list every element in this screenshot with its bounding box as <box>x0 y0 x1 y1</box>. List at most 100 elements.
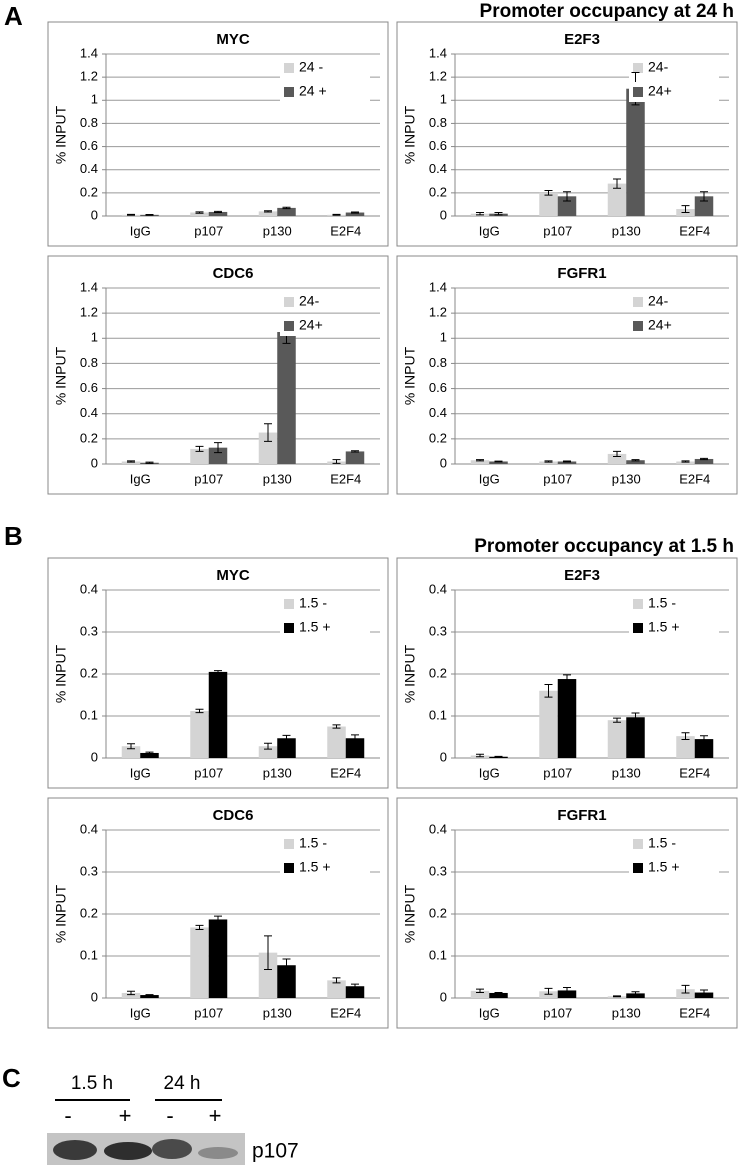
bar <box>676 989 695 998</box>
y-tick-label: 0.6 <box>80 138 98 153</box>
y-tick-label: 1.4 <box>80 279 98 294</box>
error-bar <box>544 987 553 995</box>
bar <box>694 458 714 464</box>
chart-frame <box>47 255 389 495</box>
error-bar <box>562 191 571 202</box>
bar <box>190 212 209 216</box>
error-bar <box>332 459 341 464</box>
lane-label: - <box>166 1103 173 1128</box>
error-bar <box>544 460 553 463</box>
y-tick-label: 0.2 <box>429 184 447 199</box>
lane-label: + <box>119 1103 132 1128</box>
y-tick-label: 0.2 <box>80 184 98 199</box>
x-tick-label: IgG <box>479 223 500 238</box>
y-tick-label: 1.4 <box>429 45 447 60</box>
bar <box>121 746 141 758</box>
error-bar <box>145 213 154 216</box>
bar <box>345 986 365 998</box>
y-tick-label: 0.1 <box>80 947 98 962</box>
chart-title: CDC6 <box>213 265 254 282</box>
error-bar <box>350 983 359 989</box>
x-tick-label: E2F4 <box>679 765 710 780</box>
x-tick-label: p130 <box>612 471 641 486</box>
y-tick-label: 0.3 <box>429 863 447 878</box>
legend-bg <box>280 834 370 854</box>
blot <box>47 1133 245 1165</box>
bar <box>277 207 296 216</box>
panel-label: C <box>2 1063 21 1093</box>
bar <box>676 736 695 758</box>
x-tick-label: p107 <box>543 1005 572 1020</box>
x-tick-label: IgG <box>130 223 151 238</box>
y-tick-label: 0.4 <box>429 161 447 176</box>
legend-swatch <box>633 839 643 849</box>
error-bar <box>562 460 571 463</box>
error-bar <box>195 211 204 214</box>
y-tick-label: 0 <box>440 989 447 1004</box>
legend-bg <box>629 618 719 638</box>
y-tick-label: 0.8 <box>80 115 98 130</box>
bar <box>557 679 577 758</box>
error-bar <box>213 210 222 214</box>
bar <box>539 690 558 758</box>
error-bar <box>332 213 341 216</box>
error-bar <box>476 753 485 758</box>
legend-label: 1.5 + <box>648 859 680 875</box>
error-bar <box>213 915 222 924</box>
error-bar <box>282 734 291 742</box>
error-bar <box>613 717 622 723</box>
blot-group: 1.5 h <box>71 1073 113 1094</box>
error-bar <box>213 670 222 674</box>
bar <box>626 460 645 464</box>
legend-label: 1.5 + <box>648 619 680 635</box>
y-tick-label: 1.2 <box>429 305 447 320</box>
bar <box>208 447 228 464</box>
legend-bg <box>629 834 719 854</box>
bar <box>190 710 209 758</box>
error-bar <box>350 450 359 453</box>
bar <box>626 717 645 758</box>
lane-label: + <box>209 1103 222 1128</box>
error-bar <box>195 924 204 931</box>
y-tick-label: 0 <box>440 207 447 222</box>
error-bar <box>476 988 485 994</box>
y-tick-label: 0.3 <box>80 863 98 878</box>
legend-swatch <box>284 87 294 97</box>
y-tick-label: 0.1 <box>429 707 447 722</box>
bar <box>557 990 577 998</box>
error-bar <box>699 457 708 461</box>
error-bar <box>127 990 136 996</box>
legend-swatch <box>633 321 643 331</box>
legend-label: 24+ <box>299 317 323 333</box>
y-axis-label: % INPUT <box>402 884 418 943</box>
bar <box>607 720 627 758</box>
y-tick-label: 0.4 <box>80 821 98 836</box>
x-tick-label: p130 <box>612 765 641 780</box>
y-tick-label: 0.1 <box>80 707 98 722</box>
y-axis-label: % INPUT <box>53 105 69 164</box>
y-tick-label: 1 <box>91 92 98 107</box>
legend-label: 24- <box>648 59 669 75</box>
error-bar <box>494 992 503 994</box>
error-bar <box>213 442 222 454</box>
legend-bg <box>629 58 719 78</box>
x-tick-label: IgG <box>130 1005 151 1020</box>
x-tick-label: p107 <box>543 471 572 486</box>
error-bar <box>195 708 204 714</box>
legend-bg <box>629 858 719 878</box>
y-tick-label: 1.2 <box>429 69 447 84</box>
bar <box>607 183 627 216</box>
legend-label: 24+ <box>648 83 672 99</box>
y-tick-label: 1 <box>91 330 98 345</box>
bar <box>208 919 228 998</box>
error-bar <box>282 206 291 210</box>
error-bar <box>681 460 690 463</box>
legend-label: 24- <box>299 293 320 309</box>
legend-bg <box>629 316 719 336</box>
bar <box>258 952 278 998</box>
error-bar <box>332 724 341 729</box>
legend-swatch <box>633 63 643 73</box>
x-tick-label: E2F4 <box>679 223 710 238</box>
y-axis-label: % INPUT <box>53 644 69 703</box>
